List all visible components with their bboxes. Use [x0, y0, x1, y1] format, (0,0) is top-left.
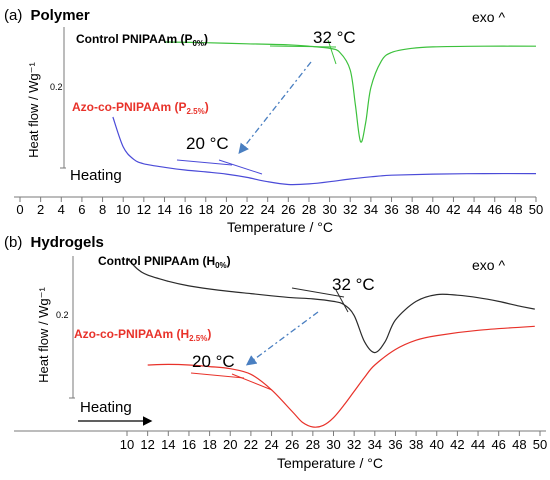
panel-a-x-tick-label: 4 [58, 202, 65, 217]
panel-a-shift-arrow [238, 61, 312, 155]
panel-a-x-tick-label: 2 [37, 202, 44, 217]
panel-a-series-azo-line [112, 116, 537, 186]
panel-b-x-tick-label: 50 [533, 437, 547, 452]
panel-b-shift-arrow [245, 311, 319, 366]
panel-b-x-tick-label: 24 [264, 437, 278, 452]
panel-a-x-tick-label: 6 [78, 202, 85, 217]
panel-b-x-tick-label: 28 [306, 437, 320, 452]
panel-a-x-tick-label: 28 [302, 202, 316, 217]
panel-b-legend-control: Control PNIPAAm (H0%) [98, 254, 231, 270]
panel-b-x-tick-label: 38 [409, 437, 423, 452]
panel-a-x-tick-label: 44 [467, 202, 481, 217]
panel-b-x-tick-label: 36 [388, 437, 402, 452]
panel-a-x-tick-label: 46 [487, 202, 501, 217]
panel-a-x-tick-label: 32 [343, 202, 357, 217]
panel-a-x-tick-label: 0 [16, 202, 23, 217]
panel-b-series-azo-line [147, 325, 535, 428]
panel-b-annotation-20c: 20 °C [192, 352, 235, 371]
panel-a-control-baseline-tangent [269, 45, 337, 48]
panel-b-y-axis-label: Heat flow / Wg⁻¹ [36, 286, 51, 382]
panel-a-label: (a) Polymer [4, 7, 90, 24]
panel-a-x-tick-label: 14 [157, 202, 171, 217]
panel-b-x-tick-label: 42 [450, 437, 464, 452]
panel-a-x-tick-label: 24 [260, 202, 274, 217]
panel-b-x-axis-label: Temperature / °C [277, 455, 383, 471]
panel-a-annotation-32c: 32 °C [313, 28, 356, 47]
panel-b-x-ticks: 10 12 14 16 18 20 22 24 26 28 30 32 34 36 38 40 42 44 46 48… [120, 431, 547, 452]
panel-a-x-tick-label: 26 [281, 202, 295, 217]
panel-a-x-tick-label: 8 [99, 202, 106, 217]
panel-a-x-tick-label: 30 [322, 202, 336, 217]
panel-b-x-tick-label: 16 [182, 437, 196, 452]
panel-b-x-tick-label: 10 [120, 437, 134, 452]
panel-b-exo-label: exo ^ [472, 257, 505, 273]
panel-a-x-tick-label: 38 [405, 202, 419, 217]
panel-a-annotation-20c: 20 °C [186, 134, 229, 153]
panel-a-scale-bar-label: 0.2 [50, 82, 63, 92]
panel-a-series-control-line [164, 41, 537, 143]
panel-a-x-tick-label: 36 [384, 202, 398, 217]
panel-a-x-tick-label: 16 [178, 202, 192, 217]
panel-a-x-tick-label: 42 [446, 202, 460, 217]
panel-b-label: (b) Hydrogels [4, 234, 104, 251]
panel-a: (a) Polymer exo ^ 0.2 Heat flow / Wg⁻¹ 0… [4, 7, 543, 235]
panel-b-x-tick-label: 22 [244, 437, 258, 452]
panel-b-control-baseline-tangent [291, 287, 345, 298]
panel-b-x-tick-label: 48 [512, 437, 526, 452]
panel-a-x-tick-label: 40 [426, 202, 440, 217]
panel-b-x-tick-label: 34 [368, 437, 382, 452]
panel-b-control-slope-tangent [335, 289, 349, 313]
panel-a-x-tick-label: 18 [199, 202, 213, 217]
panel-a-x-tick-label: 10 [116, 202, 130, 217]
panel-a-x-tick-label: 50 [529, 202, 543, 217]
panel-a-legend-azo: Azo-co-PNIPAAm (P2.5%) [72, 100, 209, 116]
panel-a-x-tick-label: 34 [364, 202, 378, 217]
panel-b-x-tick-label: 18 [202, 437, 216, 452]
panel-b-x-tick-label: 12 [140, 437, 154, 452]
panel-a-x-ticks: 0 2 4 6 8 10 12 14 16 18 20 22 24 26 28 30 32 34 36 38 40 42 4… [16, 197, 543, 217]
panel-a-x-axis-label: Temperature / °C [227, 219, 333, 235]
panel-b: (b) Hydrogels exo ^ 0.2 Heat flow / Wg⁻¹… [4, 234, 547, 471]
panel-b-x-tick-label: 14 [161, 437, 175, 452]
panel-b-heating-label: Heating [80, 399, 132, 416]
panel-a-legend-control: Control PNIPAAm (P0%) [76, 32, 208, 48]
panel-b-x-tick-label: 40 [430, 437, 444, 452]
panel-a-exo-label: exo ^ [472, 9, 505, 25]
panel-b-x-tick-label: 26 [285, 437, 299, 452]
panel-a-x-tick-label: 12 [137, 202, 151, 217]
panel-b-x-tick-label: 32 [347, 437, 361, 452]
panel-b-azo-slope-tangent [231, 373, 273, 391]
panel-b-x-tick-label: 30 [326, 437, 340, 452]
panel-b-legend-azo: Azo-co-PNIPAAm (H2.5%) [74, 327, 211, 343]
panel-a-x-tick-label: 20 [219, 202, 233, 217]
panel-a-x-tick-label: 48 [508, 202, 522, 217]
panel-b-x-tick-label: 20 [223, 437, 237, 452]
panel-a-azo-baseline-tangent [176, 159, 233, 166]
panel-a-azo-slope-tangent [218, 159, 263, 175]
panel-b-annotation-32c: 32 °C [332, 275, 375, 294]
panel-b-x-tick-label: 44 [471, 437, 485, 452]
panel-b-x-tick-label: 46 [491, 437, 505, 452]
panel-a-y-axis-label: Heat flow / Wg⁻¹ [26, 61, 41, 157]
panel-a-control-slope-tangent [327, 39, 337, 65]
panel-b-azo-baseline-tangent [190, 372, 245, 379]
panel-a-x-tick-label: 22 [240, 202, 254, 217]
panel-b-scale-bar-label: 0.2 [56, 310, 69, 320]
panel-a-heating-label: Heating [70, 167, 122, 184]
